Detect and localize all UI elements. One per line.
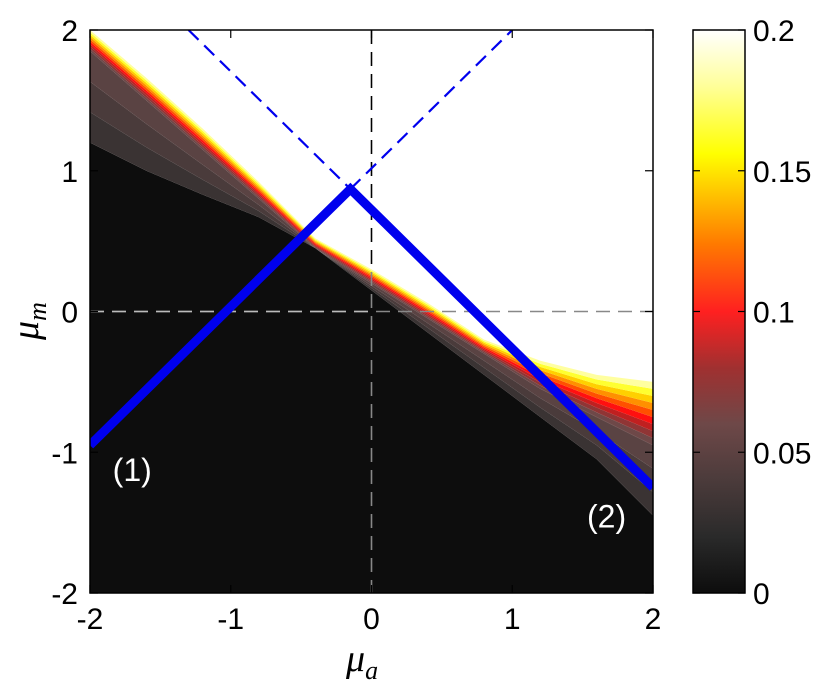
colorbar: 0 0.05 0.1 0.15 0.2	[692, 15, 811, 611]
annotation-label: (1)	[113, 452, 152, 488]
series-lines	[90, 30, 653, 491]
plot-area	[90, 30, 653, 593]
colorbar-tick-label: 0	[753, 578, 770, 611]
series-dashed-right	[349, 30, 514, 190]
series-dashed-left	[187, 30, 352, 190]
y-tick-label: 1	[61, 156, 78, 189]
x-tick-label: -2	[77, 603, 104, 636]
colorbar-tick-label: 0.2	[753, 15, 795, 48]
colorbar-gradient	[692, 29, 746, 594]
colorbar-ticks: 0 0.05 0.1 0.15 0.2	[693, 15, 811, 611]
x-tick-label: 0	[363, 603, 380, 636]
x-tick-label: 2	[645, 603, 662, 636]
colorbar-tick-label: 0.05	[753, 437, 811, 470]
annotation-label: (2)	[587, 499, 626, 535]
band-dark-0	[90, 112, 653, 516]
axis-ticks	[89, 29, 654, 594]
x-tick-label: 1	[504, 603, 521, 636]
y-tick-label: 2	[61, 15, 78, 48]
colorbar-tick-label: 0.1	[753, 297, 795, 330]
y-tick-label: -2	[51, 578, 78, 611]
y-tick-label: -1	[51, 437, 78, 470]
y-tick-label: 0	[61, 297, 78, 330]
band-dark-1	[90, 81, 653, 493]
x-tick-label: -1	[217, 603, 244, 636]
x-axis-label: μa	[345, 638, 378, 684]
axis-tick-labels: -2 -1 0 1 2 -2 -1 0 1 2	[51, 15, 661, 636]
y-axis-label: μm	[5, 302, 52, 341]
colorbar-tick-label: 0.15	[753, 156, 811, 189]
annotations: (1) (2)	[113, 452, 626, 534]
